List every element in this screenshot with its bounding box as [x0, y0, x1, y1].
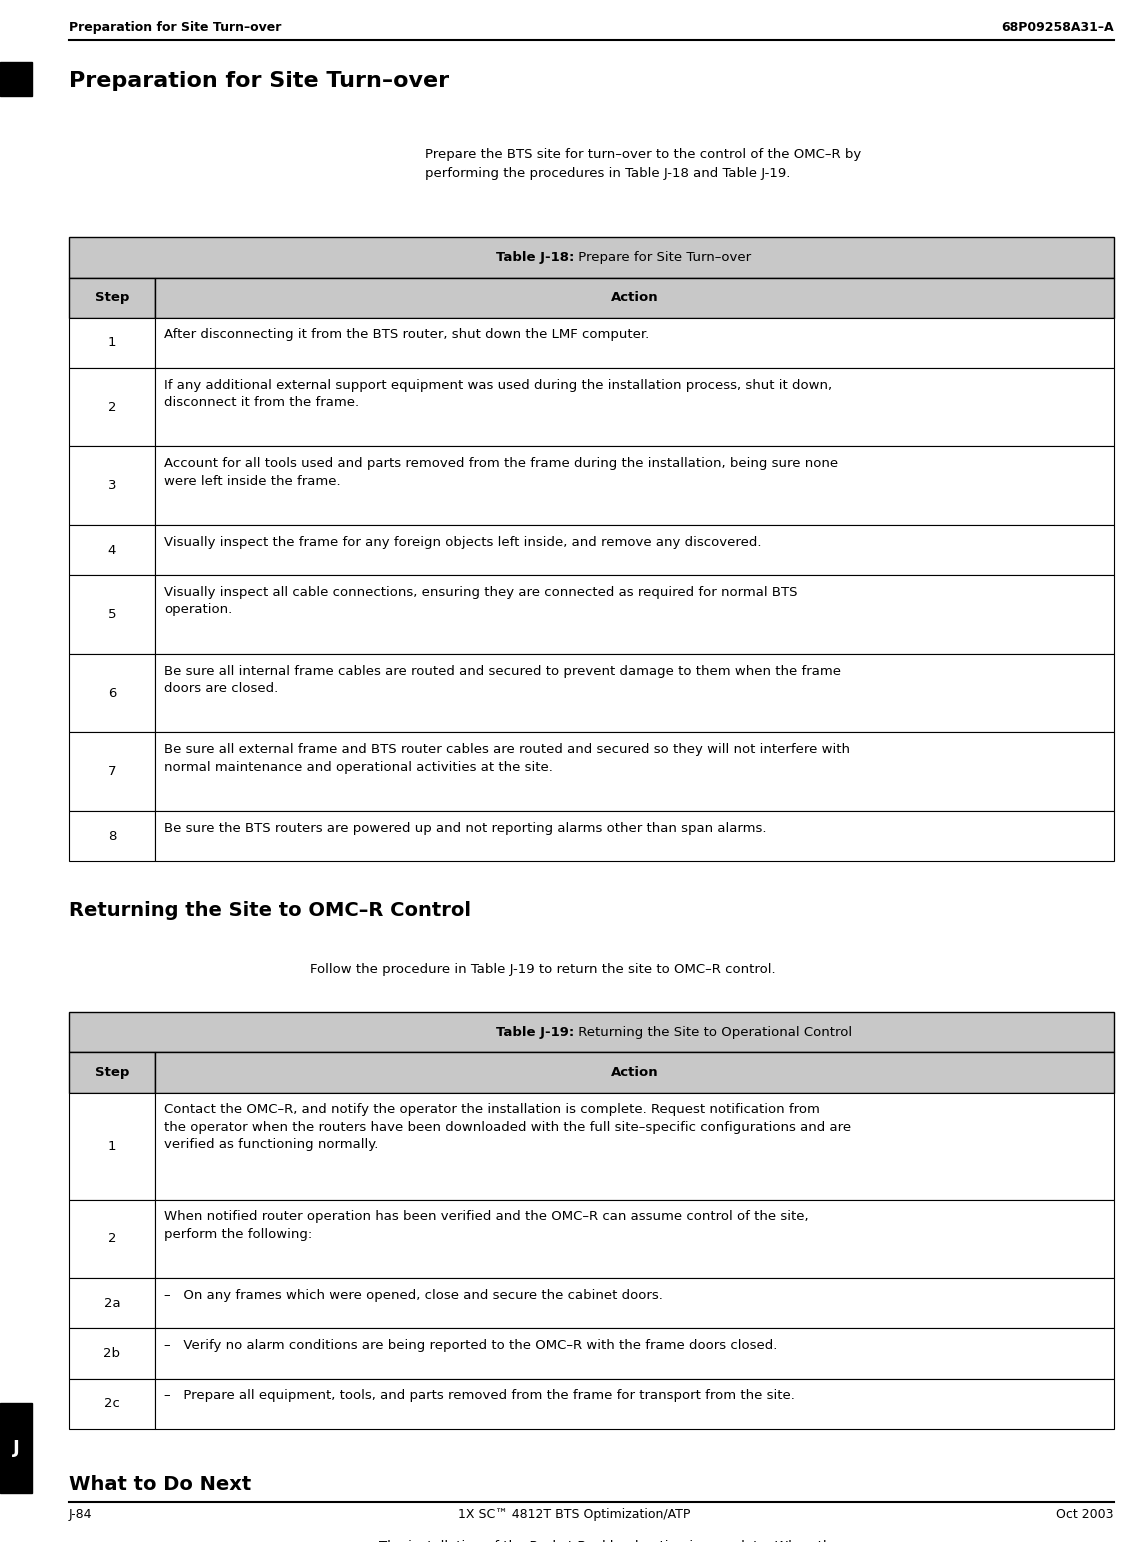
- FancyBboxPatch shape: [155, 654, 1114, 732]
- FancyBboxPatch shape: [69, 1379, 155, 1429]
- Text: 1: 1: [108, 336, 116, 348]
- FancyBboxPatch shape: [155, 1200, 1114, 1278]
- Text: Table J-19:: Table J-19:: [496, 1025, 574, 1039]
- Text: Account for all tools used and parts removed from the frame during the installat: Account for all tools used and parts rem…: [164, 458, 838, 487]
- FancyBboxPatch shape: [155, 1379, 1114, 1429]
- FancyBboxPatch shape: [69, 318, 155, 369]
- FancyBboxPatch shape: [69, 1093, 155, 1200]
- Text: 8: 8: [108, 830, 116, 842]
- FancyBboxPatch shape: [155, 732, 1114, 811]
- FancyBboxPatch shape: [155, 369, 1114, 447]
- Text: 7: 7: [108, 765, 116, 779]
- Text: 4: 4: [108, 544, 116, 557]
- Text: –   Prepare all equipment, tools, and parts removed from the frame for transport: – Prepare all equipment, tools, and part…: [164, 1389, 796, 1402]
- Text: 68P09258A31–A: 68P09258A31–A: [1001, 22, 1114, 34]
- Text: J: J: [13, 1439, 20, 1457]
- Text: Be sure all external frame and BTS router cables are routed and secured so they : Be sure all external frame and BTS route…: [164, 743, 851, 774]
- FancyBboxPatch shape: [69, 811, 155, 862]
- Text: Prepare the BTS site for turn–over to the control of the OMC–R by
performing the: Prepare the BTS site for turn–over to th…: [425, 148, 861, 180]
- FancyBboxPatch shape: [69, 447, 155, 526]
- Text: 6: 6: [108, 686, 116, 700]
- FancyBboxPatch shape: [69, 1200, 155, 1278]
- Text: 2c: 2c: [104, 1397, 119, 1409]
- Text: The installation of the Packet Backhaul option is complete. When the
site is sec: The installation of the Packet Backhaul …: [379, 1540, 850, 1542]
- Text: Follow the procedure in Table J-19 to return the site to OMC–R control.: Follow the procedure in Table J-19 to re…: [310, 964, 776, 976]
- Text: 2b: 2b: [103, 1348, 121, 1360]
- Text: Table J-18:: Table J-18:: [496, 251, 574, 264]
- FancyBboxPatch shape: [69, 278, 155, 318]
- FancyBboxPatch shape: [0, 1403, 32, 1493]
- FancyBboxPatch shape: [69, 237, 1114, 278]
- Text: Returning the Site to Operational Control: Returning the Site to Operational Contro…: [574, 1025, 852, 1039]
- Text: What to Do Next: What to Do Next: [69, 1476, 251, 1494]
- FancyBboxPatch shape: [155, 1329, 1114, 1379]
- Text: J-84: J-84: [69, 1508, 92, 1520]
- Text: Visually inspect the frame for any foreign objects left inside, and remove any d: Visually inspect the frame for any forei…: [164, 537, 761, 549]
- Text: 1: 1: [108, 1140, 116, 1152]
- Text: 2: 2: [108, 401, 116, 413]
- Text: Action: Action: [611, 291, 658, 304]
- FancyBboxPatch shape: [69, 1329, 155, 1379]
- FancyBboxPatch shape: [155, 526, 1114, 575]
- FancyBboxPatch shape: [155, 318, 1114, 369]
- FancyBboxPatch shape: [69, 526, 155, 575]
- FancyBboxPatch shape: [69, 1013, 1114, 1053]
- Text: Be sure all internal frame cables are routed and secured to prevent damage to th: Be sure all internal frame cables are ro…: [164, 665, 841, 695]
- Text: Oct 2003: Oct 2003: [1056, 1508, 1114, 1520]
- Text: Contact the OMC–R, and notify the operator the installation is complete. Request: Contact the OMC–R, and notify the operat…: [164, 1104, 852, 1152]
- Text: 2a: 2a: [103, 1297, 121, 1309]
- FancyBboxPatch shape: [155, 1278, 1114, 1329]
- Text: 1X SC™ 4812T BTS Optimization/ATP: 1X SC™ 4812T BTS Optimization/ATP: [458, 1508, 690, 1520]
- FancyBboxPatch shape: [155, 278, 1114, 318]
- FancyBboxPatch shape: [69, 732, 155, 811]
- Text: If any additional external support equipment was used during the installation pr: If any additional external support equip…: [164, 379, 832, 409]
- Text: 5: 5: [108, 608, 116, 621]
- FancyBboxPatch shape: [155, 575, 1114, 654]
- FancyBboxPatch shape: [0, 62, 32, 96]
- FancyBboxPatch shape: [69, 1278, 155, 1329]
- FancyBboxPatch shape: [69, 1053, 155, 1093]
- Text: Visually inspect all cable connections, ensuring they are connected as required : Visually inspect all cable connections, …: [164, 586, 798, 617]
- Text: Prepare for Site Turn–over: Prepare for Site Turn–over: [574, 251, 751, 264]
- Text: Preparation for Site Turn–over: Preparation for Site Turn–over: [69, 71, 449, 91]
- Text: 3: 3: [108, 480, 116, 492]
- FancyBboxPatch shape: [155, 1093, 1114, 1200]
- Text: Preparation for Site Turn–over: Preparation for Site Turn–over: [69, 22, 281, 34]
- FancyBboxPatch shape: [69, 654, 155, 732]
- FancyBboxPatch shape: [155, 811, 1114, 862]
- FancyBboxPatch shape: [69, 575, 155, 654]
- Text: When notified router operation has been verified and the OMC–R can assume contro: When notified router operation has been …: [164, 1210, 809, 1241]
- Text: Action: Action: [611, 1066, 658, 1079]
- Text: Be sure the BTS routers are powered up and not reporting alarms other than span : Be sure the BTS routers are powered up a…: [164, 822, 767, 834]
- Text: Returning the Site to OMC–R Control: Returning the Site to OMC–R Control: [69, 902, 471, 921]
- FancyBboxPatch shape: [69, 369, 155, 447]
- Text: After disconnecting it from the BTS router, shut down the LMF computer.: After disconnecting it from the BTS rout…: [164, 328, 650, 341]
- FancyBboxPatch shape: [155, 1053, 1114, 1093]
- Text: Step: Step: [95, 1066, 129, 1079]
- Text: –   Verify no alarm conditions are being reported to the OMC–R with the frame do: – Verify no alarm conditions are being r…: [164, 1340, 777, 1352]
- FancyBboxPatch shape: [155, 447, 1114, 526]
- Text: –   On any frames which were opened, close and secure the cabinet doors.: – On any frames which were opened, close…: [164, 1289, 664, 1301]
- Text: 2: 2: [108, 1232, 116, 1246]
- Text: Step: Step: [95, 291, 129, 304]
